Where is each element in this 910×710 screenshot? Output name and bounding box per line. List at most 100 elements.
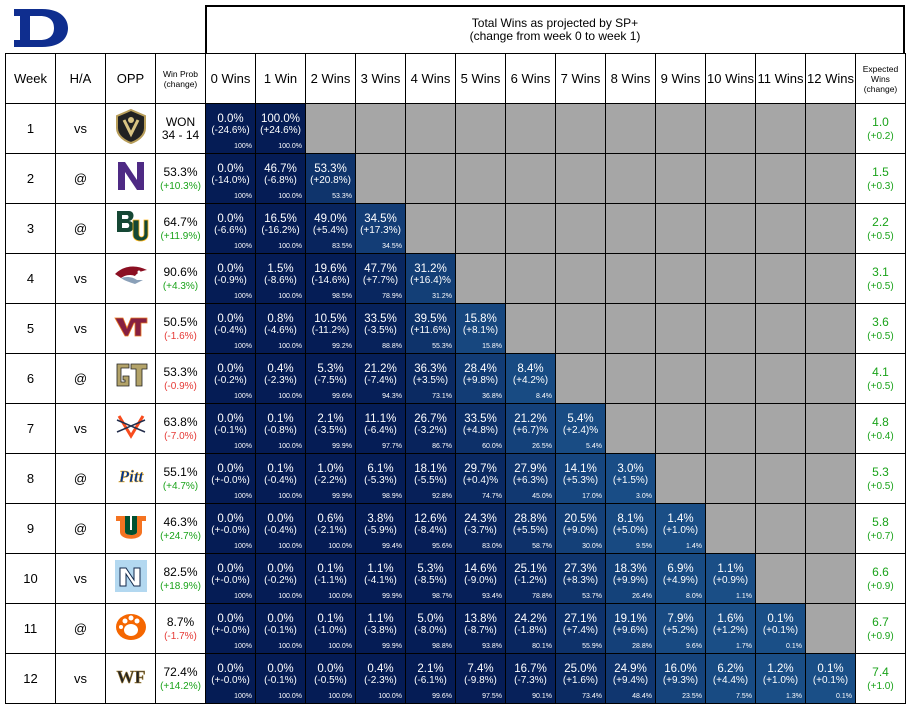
cell-cumulative: 73.4% — [582, 693, 602, 700]
win-prob-cell: 72.4% (+14.2%) — [155, 653, 206, 704]
cell-change: (-14.0%) — [211, 175, 250, 186]
cell-probability: 0.4% — [367, 663, 394, 675]
cell-change: (-7.5%) — [314, 375, 347, 386]
cell-probability: 5.3% — [317, 363, 344, 375]
win-prob-heat-cell: 16.5% (-16.2%) 100.0% — [255, 203, 306, 254]
cell-change: (-4.1%) — [364, 575, 397, 586]
header-wins-6: 6 Wins — [505, 53, 556, 104]
cell-probability: 47.7% — [364, 263, 397, 275]
win-prob-heat-cell: 15.8% (+8.1%) 15.8% — [455, 303, 506, 354]
cell-probability: 46.7% — [264, 163, 297, 175]
win-prob-heat-cell: 20.5% (+9.0%) 30.0% — [555, 503, 606, 554]
cell-probability: 1.2% — [767, 663, 794, 675]
cell-change: (+5.3%) — [562, 475, 599, 486]
cell-change: (-9.0%) — [464, 575, 497, 586]
empty-cell — [655, 103, 706, 154]
cell-change: (-1.8%) — [514, 625, 547, 636]
cell-probability: 0.1% — [317, 563, 344, 575]
cell-change: (+11.6%) — [410, 325, 451, 336]
cell-cumulative: 1.1% — [736, 593, 752, 600]
win-prob-heat-cell: 0.0% (-24.6%) 100% — [205, 103, 256, 154]
opponent-cell — [105, 353, 156, 404]
baylor-logo — [113, 208, 149, 244]
cell-probability: 36.3% — [414, 363, 447, 375]
opponent-cell: Pitt — [105, 453, 156, 504]
week-cell: 7 — [5, 403, 56, 454]
win-prob-heat-cell: 27.1% (+7.4%) 55.9% — [555, 603, 606, 654]
cell-cumulative: 74.7% — [482, 493, 502, 500]
empty-cell — [605, 403, 656, 454]
cell-probability: 1.1% — [717, 563, 744, 575]
cell-probability: 18.3% — [614, 563, 647, 575]
expected-wins-cell: 6.7 (+0.9) — [855, 603, 906, 654]
home-away-cell: vs — [55, 553, 106, 604]
cell-probability: 20.5% — [564, 513, 597, 525]
cell-probability: 14.6% — [464, 563, 497, 575]
cell-cumulative: 73.1% — [432, 393, 452, 400]
win-prob-heat-cell: 0.0% (-0.5%) 100.0% — [305, 653, 356, 704]
expected-wins-value: 5.3 — [872, 464, 889, 479]
cell-change: (+0.4)% — [462, 475, 499, 486]
expected-wins-value: 3.1 — [872, 264, 889, 279]
empty-cell — [555, 203, 606, 254]
win-prob-heat-cell: 26.7% (-3.2%) 86.7% — [405, 403, 456, 454]
cell-change: (-11.2%) — [311, 325, 350, 336]
expected-wins-change: (+0.5) — [867, 280, 894, 292]
cell-cumulative: 100% — [234, 593, 252, 600]
win-prob-heat-cell: 28.8% (+5.5%) 58.7% — [505, 503, 556, 554]
win-prob-heat-cell: 27.3% (+8.3%) 53.7% — [555, 553, 606, 604]
win-prob-heat-cell: 19.6% (-14.6%) 98.5% — [305, 253, 356, 304]
empty-cell — [705, 503, 756, 554]
cell-probability: 26.7% — [414, 413, 447, 425]
cell-change: (+1.2%) — [712, 625, 749, 636]
cell-cumulative: 100.0% — [328, 593, 352, 600]
empty-cell — [455, 103, 506, 154]
empty-cell — [755, 303, 806, 354]
cell-cumulative: 100.0% — [278, 393, 302, 400]
win-prob-cell: WON 34 - 14 — [155, 103, 206, 154]
cell-change: (+-0.0%) — [211, 475, 250, 486]
cell-cumulative: 100.0% — [328, 543, 352, 550]
cell-change: (+-0.0%) — [211, 675, 250, 686]
win-prob-heat-cell: 8.4% (+4.2%) 8.4% — [505, 353, 556, 404]
win-prob-heat-cell: 0.0% (+-0.0%) 100% — [205, 653, 256, 704]
cell-probability: 27.9% — [514, 463, 547, 475]
expected-wins-value: 6.6 — [872, 564, 889, 579]
win-prob-heat-cell: 10.5% (-11.2%) 99.2% — [305, 303, 356, 354]
header-wins-12: 12 Wins — [805, 53, 856, 104]
table-row: 2 @53.3% (+10.3%) 0.0% (-14.0%) 100% 46.7% (-6.… — [5, 153, 906, 204]
win-prob-heat-cell: 34.5% (+17.3%) 34.5% — [355, 203, 406, 254]
cell-probability: 14.1% — [564, 463, 597, 475]
header-expected-line1: Expected — [862, 63, 899, 74]
empty-cell — [805, 103, 856, 154]
cell-cumulative: 7.5% — [736, 693, 752, 700]
cell-probability: 1.0% — [317, 463, 344, 475]
empty-cell — [605, 303, 656, 354]
win-prob-heat-cell: 14.1% (+5.3%) 17.0% — [555, 453, 606, 504]
header-wins-2: 2 Wins — [305, 53, 356, 104]
win-prob-heat-cell: 0.1% (-1.1%) 100.0% — [305, 553, 356, 604]
cell-cumulative: 93.4% — [482, 593, 502, 600]
cell-change: (+7.4%) — [562, 625, 599, 636]
cell-probability: 16.5% — [264, 213, 297, 225]
expected-wins-cell: 6.6 (+0.9) — [855, 553, 906, 604]
win-prob-change: (+11.9%) — [160, 230, 201, 242]
expected-wins-value: 4.8 — [872, 414, 889, 429]
win-prob-heat-cell: 33.5% (-3.5%) 88.8% — [355, 303, 406, 354]
svg-text:Pitt: Pitt — [117, 467, 144, 486]
empty-cell — [755, 353, 806, 404]
cell-probability: 1.6% — [717, 613, 744, 625]
cell-cumulative: 3.0% — [636, 493, 652, 500]
week-cell: 1 — [5, 103, 56, 154]
empty-cell — [455, 203, 506, 254]
win-prob-heat-cell: 39.5% (+11.6%) 55.3% — [405, 303, 456, 354]
win-prob-heat-cell: 100.0% (+24.6%) 100.0% — [255, 103, 306, 154]
cell-cumulative: 97.5% — [482, 693, 502, 700]
cell-probability: 0.0% — [267, 663, 294, 675]
win-prob-heat-cell: 0.0% (-0.1%) 100% — [205, 403, 256, 454]
empty-cell — [705, 203, 756, 254]
win-prob-heat-cell: 0.0% (-14.0%) 100% — [205, 153, 256, 204]
expected-wins-cell: 2.2 (+0.5) — [855, 203, 906, 254]
win-prob-value: 50.5% — [163, 314, 198, 329]
week-cell: 11 — [5, 603, 56, 654]
